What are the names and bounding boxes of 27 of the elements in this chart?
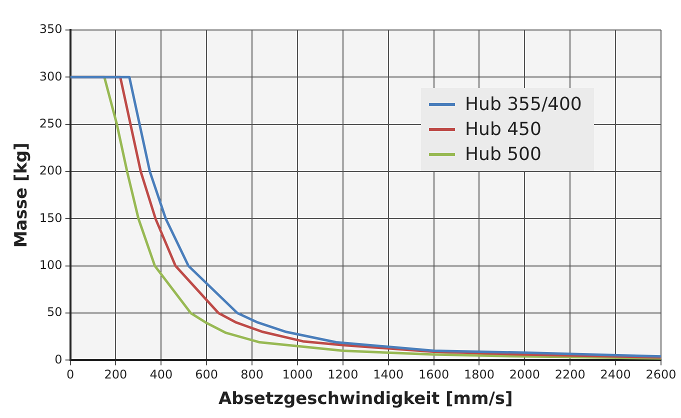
- y-tick-label: 200: [39, 164, 62, 178]
- x-tick-label: 2000: [509, 368, 540, 382]
- x-tick-label: 1600: [418, 368, 450, 382]
- y-tick-label: 50: [47, 305, 62, 320]
- y-tick-label: 350: [39, 22, 62, 36]
- y-tick-label: 250: [39, 116, 62, 130]
- x-tick-label: 2200: [554, 368, 586, 382]
- x-tick-label: 2400: [600, 368, 631, 382]
- x-tick-label: 1200: [328, 368, 358, 382]
- x-tick-label: 2600: [646, 368, 676, 382]
- x-tick-label: 0: [66, 368, 74, 382]
- y-tick-label: 150: [39, 210, 62, 225]
- legend-label: Hub 355/400: [465, 94, 582, 115]
- x-tick-label: 200: [104, 368, 128, 382]
- y-tick-label: 0: [54, 352, 62, 366]
- x-tick-label: 1400: [373, 368, 404, 382]
- x-tick-label: 800: [240, 368, 264, 382]
- x-tick-label: 1800: [464, 368, 495, 382]
- y-tick-label: 300: [39, 69, 62, 84]
- x-axis-title: Absetzgeschwindigkeit [mm/s]: [218, 389, 513, 410]
- x-tick-label: 400: [150, 368, 173, 382]
- y-tick-label: 100: [39, 258, 62, 272]
- x-tick-label: 600: [195, 368, 218, 382]
- x-tick-label: 1000: [282, 368, 313, 382]
- legend-label: Hub 500: [465, 144, 542, 165]
- legend-label: Hub 450: [465, 119, 542, 140]
- y-axis-title: Masse [kg]: [12, 142, 32, 248]
